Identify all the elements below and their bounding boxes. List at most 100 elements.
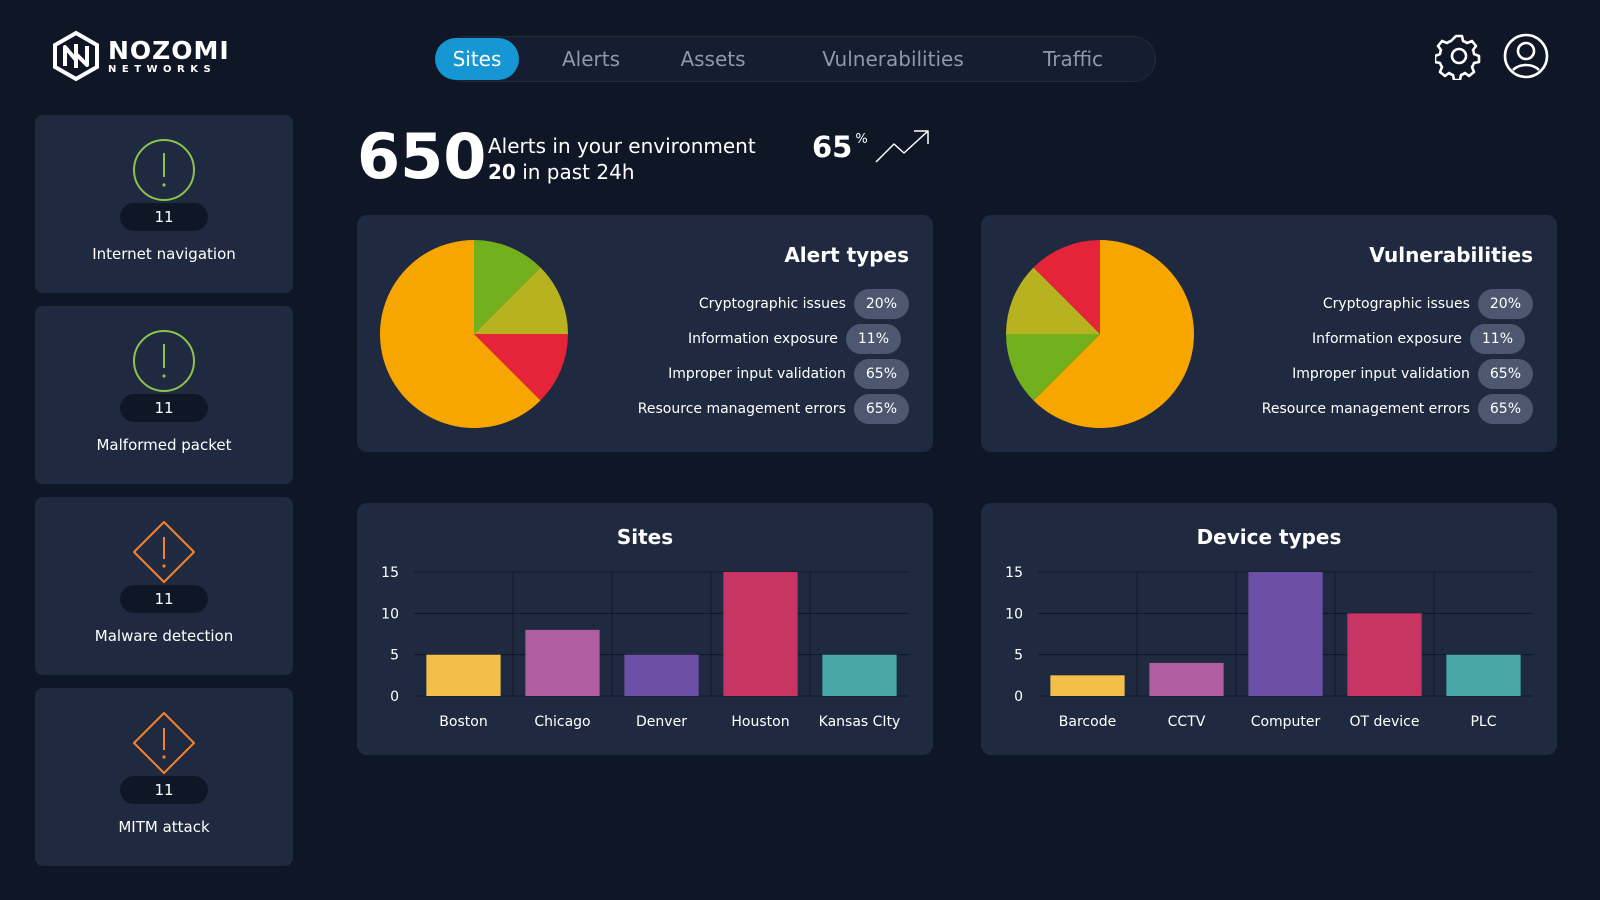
x-tick-label: Denver — [636, 714, 687, 730]
main-tabs: Sites Alerts Assets Vulnerabilities Traf… — [435, 36, 1156, 82]
bar[interactable] — [1149, 662, 1224, 696]
legend-value-badge: 65% — [853, 359, 909, 389]
nozomi-logo-icon — [53, 30, 99, 82]
tab-traffic[interactable]: Traffic — [1042, 47, 1104, 71]
alert-count-badge: 11 — [120, 203, 208, 231]
tab-alerts[interactable]: Alerts — [561, 47, 621, 71]
pie-slice[interactable] — [379, 240, 541, 428]
legend-label: Information exposure — [688, 331, 838, 347]
alert-types-pie-chart — [379, 240, 568, 428]
chart-title: Device types — [1197, 525, 1342, 549]
alert-circle-icon — [131, 137, 197, 203]
device-types-panel: Device types 0 5 10 15 Barcode CCTV Computer OT … — [981, 503, 1557, 755]
brand-name: NOZOMI — [108, 35, 230, 65]
recent-alerts-count: 20 — [488, 160, 516, 184]
alert-card-label: MITM attack — [118, 818, 210, 836]
pie-slice[interactable] — [474, 240, 541, 334]
alert-types-title: Alert types — [784, 243, 909, 267]
alert-diamond-icon — [131, 519, 197, 585]
legend-value-badge: 65% — [1477, 394, 1533, 424]
trend-unit: % — [855, 132, 868, 147]
bar[interactable] — [822, 654, 897, 696]
tab-sites[interactable]: Sites — [435, 38, 519, 80]
x-tick-label: Houston — [731, 714, 789, 730]
y-tick-label: 15 — [381, 565, 399, 581]
bar[interactable] — [624, 654, 699, 696]
vulnerabilities-title: Vulnerabilities — [1369, 243, 1533, 267]
trend-up-icon — [875, 130, 929, 163]
legend-value-badge: 65% — [1477, 359, 1533, 389]
y-tick-label: 0 — [390, 689, 399, 705]
x-tick-label: Chicago — [534, 714, 590, 730]
alert-types-panel: Alert types Cryptographic issues 20% Info… — [357, 215, 933, 452]
legend-value-badge: 20% — [853, 289, 909, 319]
recent-alerts: 20 in past 24h — [488, 160, 635, 184]
bar[interactable] — [1248, 572, 1323, 696]
alert-card-internet-navigation[interactable]: 11 Internet navigation — [35, 115, 293, 293]
sites-panel: Sites 0 5 10 15 Boston Chicago Denver Houston Kan… — [357, 503, 933, 755]
x-tick-label: CCTV — [1168, 714, 1206, 730]
y-tick-label: 5 — [1014, 648, 1023, 664]
legend-item: Improper input validation 65% — [1292, 359, 1533, 389]
chart-title: Sites — [617, 525, 673, 549]
alert-card-label: Internet navigation — [92, 245, 236, 263]
legend-item: Information exposure 11% — [1312, 324, 1525, 354]
vulnerabilities-panel: Vulnerabilities Cryptographic issues 20% … — [981, 215, 1557, 452]
legend-label: Cryptographic issues — [1322, 296, 1470, 312]
bar[interactable] — [525, 629, 600, 696]
legend-label: Resource management errors — [637, 401, 846, 417]
total-alerts-value: 650 — [357, 120, 487, 193]
pie-slice[interactable] — [1033, 240, 1194, 428]
legend-label: Cryptographic issues — [698, 296, 846, 312]
bar[interactable] — [723, 572, 798, 696]
gear-icon[interactable] — [1433, 32, 1483, 82]
alert-count-badge: 11 — [120, 394, 208, 422]
tab-assets[interactable]: Assets — [680, 47, 746, 71]
legend-value-badge: 20% — [1477, 289, 1533, 319]
x-tick-label: Barcode — [1059, 714, 1116, 730]
legend-label: Information exposure — [1312, 331, 1462, 347]
x-tick-label: OT device — [1349, 714, 1419, 730]
user-icon[interactable] — [1502, 32, 1550, 80]
legend-label: Resource management errors — [1261, 401, 1470, 417]
y-tick-label: 15 — [1005, 565, 1023, 581]
trend-percentage: 65% — [812, 130, 868, 164]
alert-count-badge: 11 — [120, 585, 208, 613]
legend-label: Improper input validation — [668, 366, 846, 382]
legend-item: Information exposure 11% — [688, 324, 901, 354]
pie-slice[interactable] — [474, 334, 568, 401]
tab-vulnerabilities[interactable]: Vulnerabilities — [822, 47, 964, 71]
legend-item: Improper input validation 65% — [668, 359, 909, 389]
legend-value-badge: 65% — [853, 394, 909, 424]
alert-card-malware-detection[interactable]: 11 Malware detection — [35, 497, 293, 675]
alert-card-malformed-packet[interactable]: 11 Malformed packet — [35, 306, 293, 484]
alert-count-badge: 11 — [120, 776, 208, 804]
alert-card-mitm-attack[interactable]: 11 MITM attack — [35, 688, 293, 866]
pie-slice[interactable] — [474, 267, 568, 334]
y-tick-label: 10 — [381, 606, 399, 622]
alert-card-label: Malware detection — [94, 627, 234, 645]
legend-item: Cryptographic issues 20% — [699, 289, 909, 319]
total-alerts-label: Alerts in your environment — [488, 134, 756, 158]
pie-slice[interactable] — [1033, 240, 1100, 334]
y-tick-label: 0 — [1014, 689, 1023, 705]
brand-logo[interactable]: NOZOMI NETWORKS — [50, 30, 240, 82]
legend-value-badge: 11% — [1469, 324, 1525, 354]
bar[interactable] — [1446, 654, 1521, 696]
bar[interactable] — [1347, 613, 1422, 696]
legend-item: Resource management errors 65% — [1262, 394, 1533, 424]
bar[interactable] — [426, 654, 501, 696]
alert-circle-icon — [131, 328, 197, 394]
alert-card-label: Malformed packet — [96, 436, 232, 454]
legend-item: Resource management errors 65% — [638, 394, 909, 424]
x-tick-label: Boston — [439, 714, 487, 730]
y-tick-label: 5 — [390, 648, 399, 664]
pie-slice[interactable] — [1006, 267, 1100, 334]
legend-value-badge: 11% — [845, 324, 901, 354]
recent-alerts-label: in past 24h — [522, 160, 635, 184]
x-tick-label: Computer — [1251, 714, 1321, 730]
legend-label: Improper input validation — [1292, 366, 1470, 382]
bar[interactable] — [1050, 675, 1125, 696]
pie-slice[interactable] — [1006, 334, 1100, 401]
brand-sub: NETWORKS — [108, 63, 217, 75]
